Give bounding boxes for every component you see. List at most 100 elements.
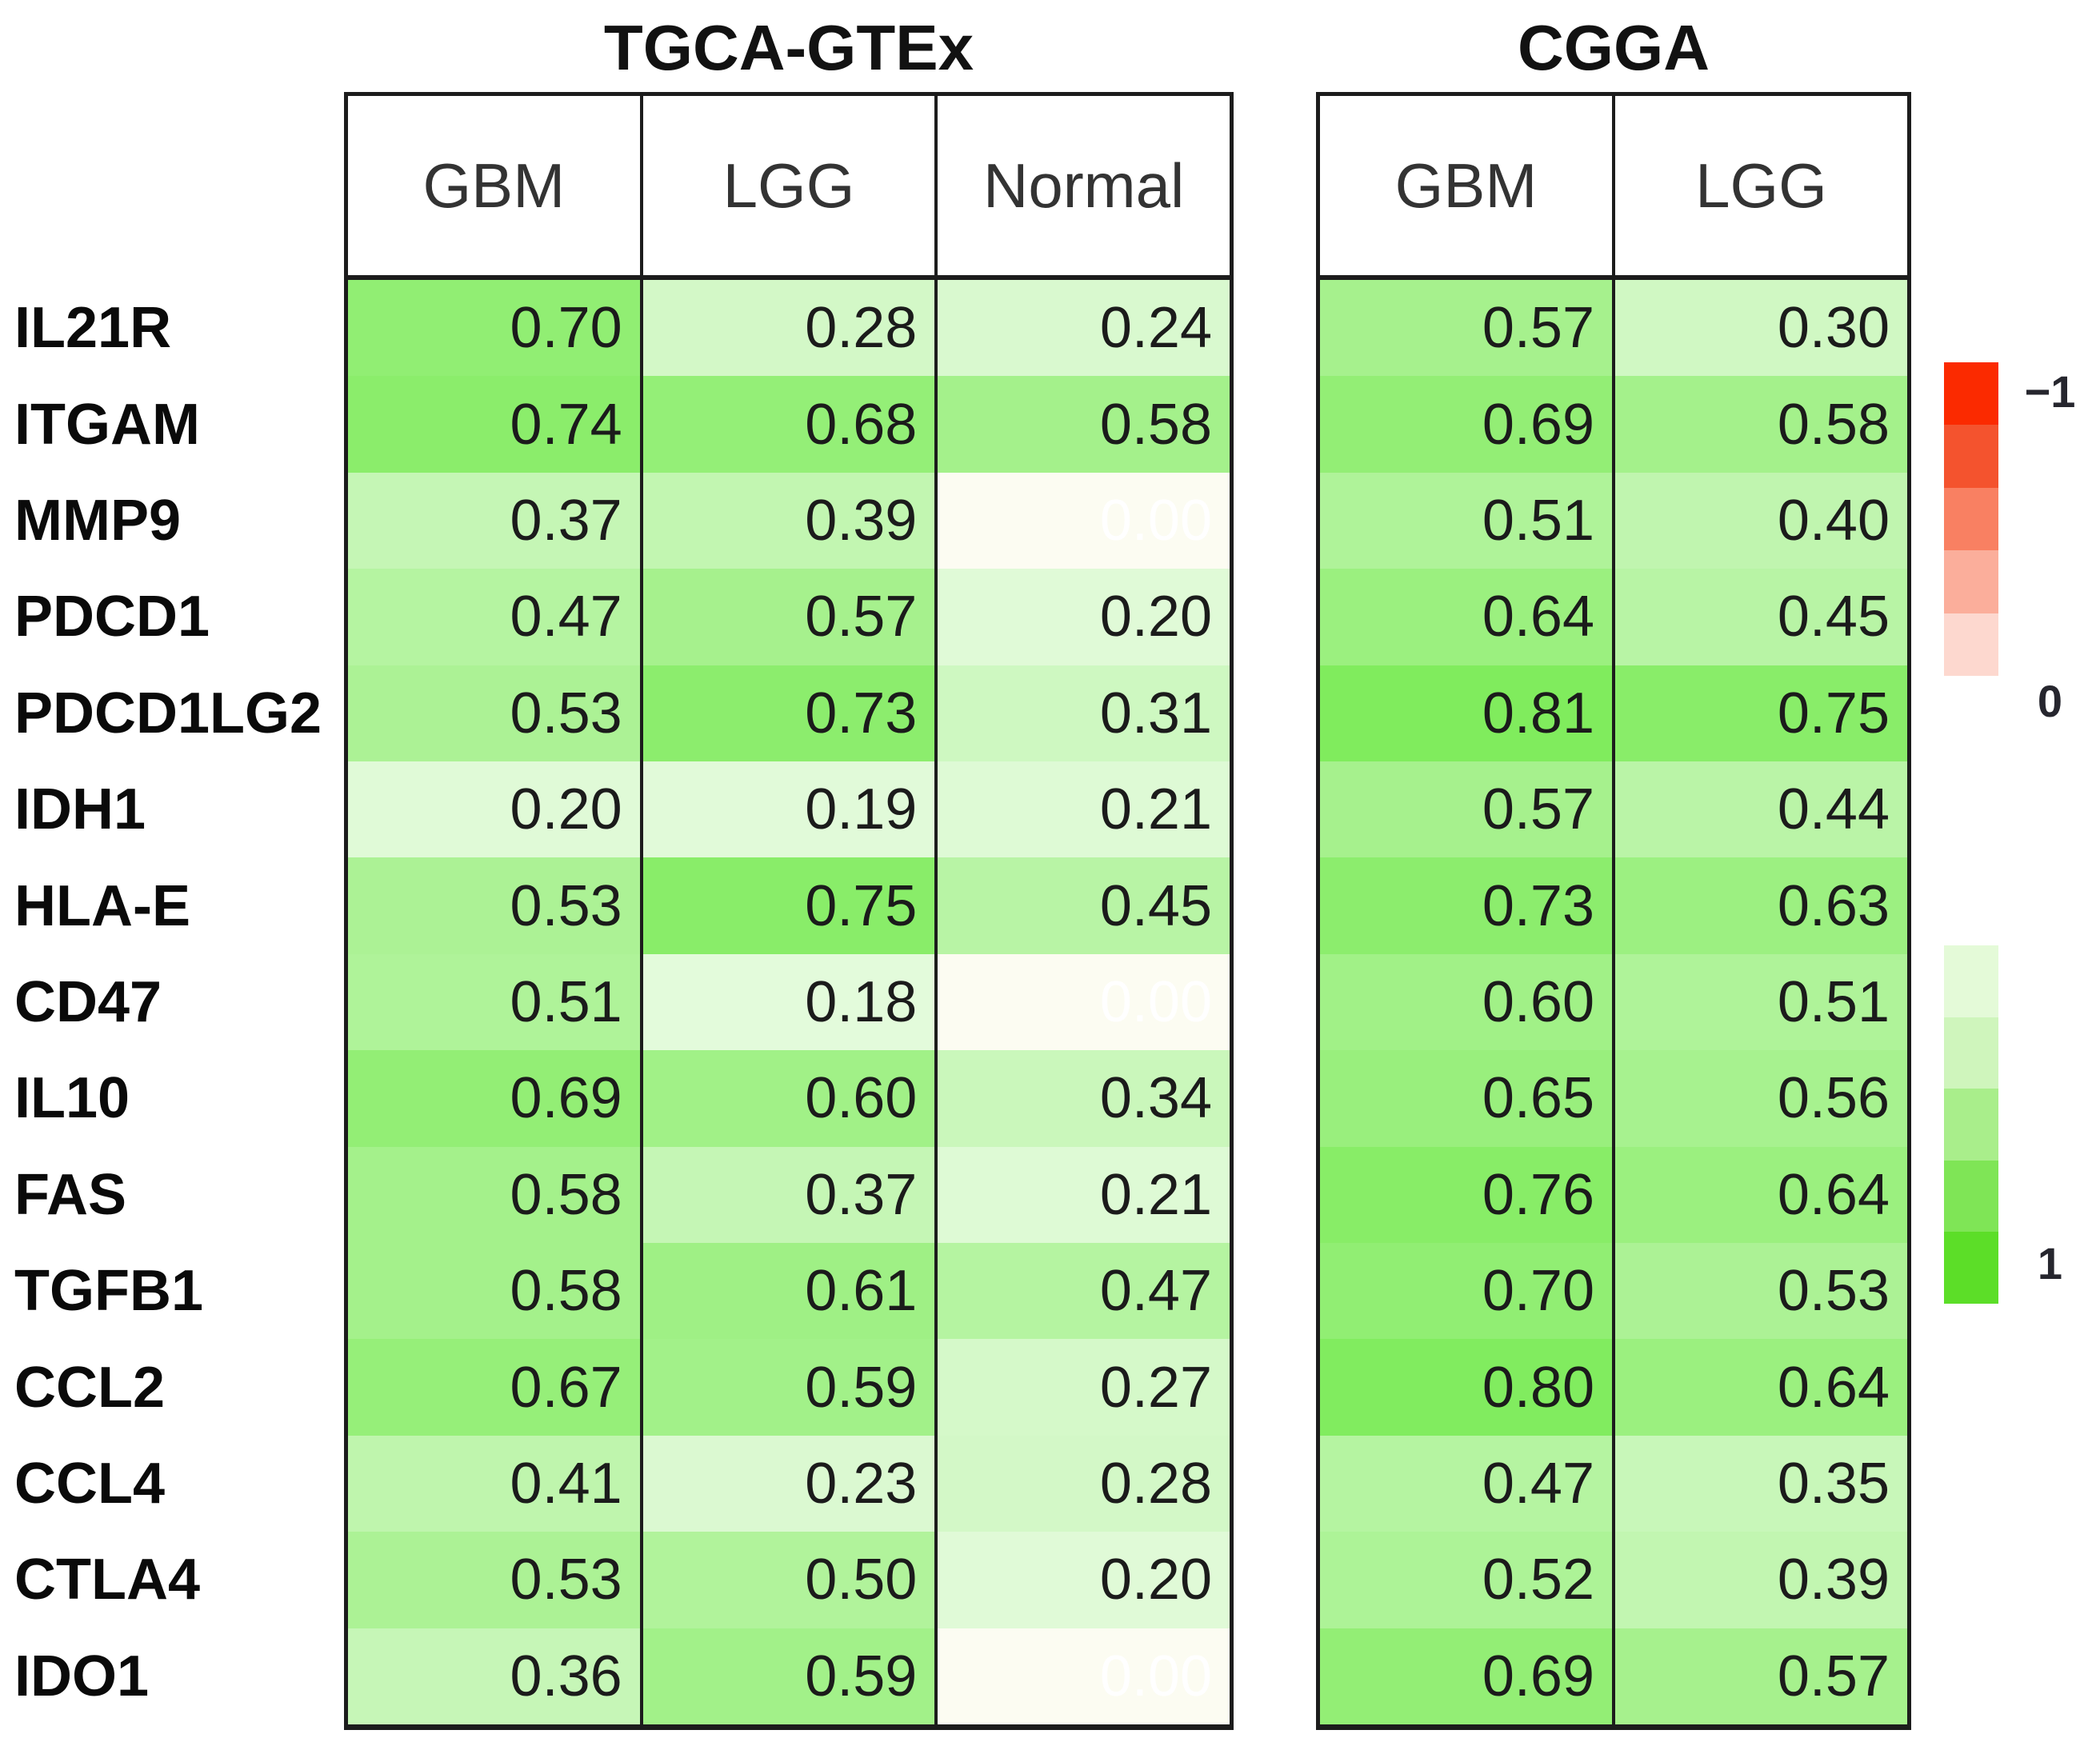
- heatmap-cell: 0.58: [1615, 376, 1907, 473]
- heatmap-grid: 0.57 0.30 0.69 0.58 0.51 0.40 0.64 0.45 0.81 0.75…: [1320, 280, 1907, 1725]
- heatmap-cell: 0.47: [938, 1243, 1230, 1340]
- heatmap-row-ctla4: 0.52 0.39: [1320, 1532, 1907, 1628]
- gene-label-il10: IL10: [14, 1066, 130, 1131]
- heatmap-cell: 0.35: [1615, 1435, 1907, 1532]
- colorbar-legend: [1944, 362, 1998, 1304]
- gene-label-il21r: IL21R: [14, 296, 172, 361]
- heatmap-row-pdcd1lg2: 0.53 0.73 0.31: [348, 665, 1230, 762]
- heatmap-cell: 0.20: [938, 1532, 1230, 1628]
- heatmap-cell: 0.44: [1615, 761, 1907, 858]
- heatmap-cell: 0.59: [642, 1628, 938, 1725]
- heatmap-cell: 0.80: [1320, 1339, 1615, 1436]
- heatmap-cell: 0.21: [938, 761, 1230, 858]
- heatmap-cell: 0.37: [348, 472, 643, 569]
- heatmap-cell: 0.21: [938, 1146, 1230, 1244]
- heatmap-cell: 0.37: [642, 1146, 938, 1244]
- gene-label-fas: FAS: [14, 1162, 127, 1227]
- heatmap-cell: 0.69: [1320, 376, 1615, 473]
- heatmap-cell: 0.64: [1615, 1146, 1907, 1244]
- heatmap-cell: 0.27: [938, 1339, 1230, 1436]
- heatmap-row-mmp9: 0.37 0.39 0.00: [348, 472, 1230, 569]
- heatmap-panel-cgga: GBM LGG 0.57 0.30 0.69 0.58 0.51 0.40 0.64 0.45 0…: [1316, 92, 1911, 1730]
- heatmap-cell: 0.58: [938, 376, 1230, 473]
- heatmap-cell: 0.60: [642, 1050, 938, 1147]
- heatmap-cell: 0.61: [642, 1243, 938, 1340]
- heatmap-cell: 0.00: [938, 472, 1230, 569]
- heatmap-cell: 0.20: [938, 569, 1230, 665]
- heatmap-row-ctla4: 0.53 0.50 0.20: [348, 1532, 1230, 1628]
- heatmap-cell: 0.56: [1615, 1050, 1907, 1147]
- heatmap-cell: 0.23: [642, 1435, 938, 1532]
- heatmap-cell: 0.18: [642, 953, 938, 1051]
- heatmap-cell: 0.67: [348, 1339, 643, 1436]
- gene-label-cd47: CD47: [14, 970, 162, 1035]
- heatmap-cell: 0.73: [642, 665, 938, 762]
- heatmap-cell: 0.69: [1320, 1628, 1615, 1725]
- legend-red-step: [1944, 487, 1998, 551]
- heatmap-cell: 0.70: [1320, 1243, 1615, 1340]
- heatmap-cell: 0.73: [1320, 857, 1615, 954]
- heatmap-cell: 0.64: [1615, 1339, 1907, 1436]
- heatmap-row-mmp9: 0.51 0.40: [1320, 472, 1907, 569]
- column-header-row: GBM LGG Normal: [348, 96, 1230, 280]
- heatmap-row-hla-e: 0.73 0.63: [1320, 857, 1907, 954]
- heatmap-cell: 0.57: [1320, 761, 1615, 858]
- heatmap-cell: 0.51: [1320, 472, 1615, 569]
- legend-tick-one: 1: [2037, 1238, 2063, 1289]
- gene-label-idh1: IDH1: [14, 777, 146, 842]
- heatmap-cell: 0.58: [348, 1243, 643, 1340]
- gene-label-tgfb1: TGFB1: [14, 1259, 204, 1324]
- heatmap-row-ido1: 0.36 0.59 0.00: [348, 1628, 1230, 1725]
- gene-label-pdcd1: PDCD1: [14, 585, 210, 649]
- gene-label-ccl2: CCL2: [14, 1355, 166, 1420]
- heatmap-row-hla-e: 0.53 0.75 0.45: [348, 857, 1230, 954]
- heatmap-cell: 0.75: [642, 857, 938, 954]
- panel-title-tgca-gtex: TGCA-GTEx: [603, 12, 974, 83]
- heatmap-row-tgfb1: 0.70 0.53: [1320, 1243, 1907, 1340]
- legend-red-step: [1944, 550, 1998, 613]
- gene-row-labels: IL21R ITGAM MMP9 PDCD1 PDCD1LG2 IDH1 HLA-E CD47…: [14, 280, 341, 1724]
- heatmap-row-ccl4: 0.47 0.35: [1320, 1435, 1907, 1532]
- heatmap-cell: 0.53: [348, 857, 643, 954]
- heatmap-cell: 0.20: [348, 761, 643, 858]
- heatmap-cell: 0.60: [1320, 953, 1615, 1051]
- heatmap-row-cd47: 0.60 0.51: [1320, 953, 1907, 1051]
- column-header-gbm: GBM: [1320, 96, 1615, 275]
- heatmap-cell: 0.39: [642, 472, 938, 569]
- column-header-normal: Normal: [938, 96, 1230, 275]
- heatmap-cell: 0.30: [1615, 280, 1907, 377]
- heatmap-row-pdcd1: 0.47 0.57 0.20: [348, 569, 1230, 665]
- heatmap-cell: 0.36: [348, 1628, 643, 1725]
- heatmap-cell: 0.74: [348, 376, 643, 473]
- legend-red-step: [1944, 425, 1998, 488]
- heatmap-grid: 0.70 0.28 0.24 0.74 0.68 0.58 0.37 0.39 0.00 0.47…: [348, 280, 1230, 1725]
- heatmap-cell: 0.50: [642, 1532, 938, 1628]
- heatmap-cell: 0.28: [642, 280, 938, 377]
- heatmap-cell: 0.64: [1320, 569, 1615, 665]
- legend-red-step: [1944, 613, 1998, 676]
- heatmap-row-ccl4: 0.41 0.23 0.28: [348, 1435, 1230, 1532]
- heatmap-cell: 0.70: [348, 280, 643, 377]
- legend-red-step: [1944, 362, 1998, 426]
- heatmap-cell: 0.75: [1615, 665, 1907, 762]
- heatmap-cell: 0.34: [938, 1050, 1230, 1147]
- heatmap-cell: 0.45: [938, 857, 1230, 954]
- heatmap-cell: 0.57: [642, 569, 938, 665]
- heatmap-row-ccl2: 0.80 0.64: [1320, 1339, 1907, 1436]
- legend-tick-minus-one: −1: [2024, 366, 2076, 417]
- heatmap-cell: 0.59: [642, 1339, 938, 1436]
- legend-tick-zero: 0: [2037, 676, 2063, 726]
- heatmap-row-il21r: 0.70 0.28 0.24: [348, 280, 1230, 377]
- heatmap-cell: 0.45: [1615, 569, 1907, 665]
- heatmap-row-il21r: 0.57 0.30: [1320, 280, 1907, 377]
- heatmap-cell: 0.76: [1320, 1146, 1615, 1244]
- heatmap-row-il10: 0.69 0.60 0.34: [348, 1050, 1230, 1147]
- heatmap-cell: 0.00: [938, 953, 1230, 1051]
- heatmap-row-fas: 0.76 0.64: [1320, 1146, 1907, 1244]
- heatmap-panel-tgca-gtex: GBM LGG Normal 0.70 0.28 0.24 0.74 0.68 0.58 0.3…: [344, 92, 1234, 1730]
- heatmap-cell: 0.47: [1320, 1435, 1615, 1532]
- heatmap-row-ido1: 0.69 0.57: [1320, 1628, 1907, 1725]
- heatmap-cell: 0.00: [938, 1628, 1230, 1725]
- heatmap-row-idh1: 0.20 0.19 0.21: [348, 761, 1230, 858]
- heatmap-row-itgam: 0.69 0.58: [1320, 376, 1907, 473]
